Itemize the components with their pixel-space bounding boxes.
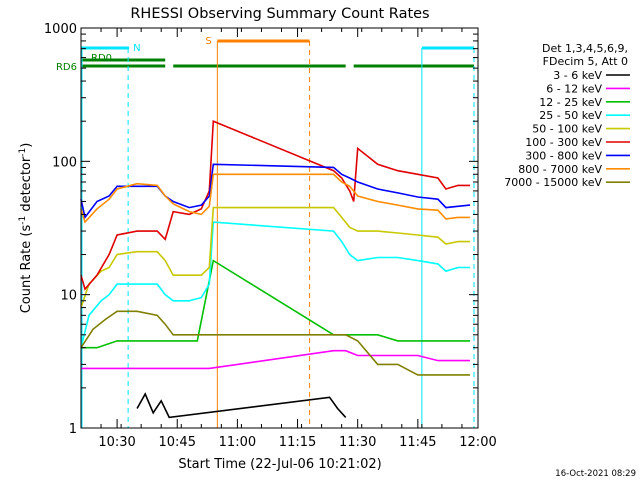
- legend-label: 50 - 100 keV: [532, 123, 602, 136]
- x-tick-label: 10:30: [98, 435, 135, 450]
- legend: Det 1,3,4,5,6,9,FDecim 5, Att 03 - 6 keV…: [504, 42, 630, 189]
- x-tick-label: 11:30: [339, 435, 376, 450]
- series-line-3: [80, 221, 470, 348]
- legend-header: Det 1,3,4,5,6,9,: [542, 42, 628, 55]
- series-line-7: [80, 173, 470, 224]
- chart-title: RHESSI Observing Summary Count Rates: [130, 6, 429, 22]
- legend-label: 25 - 50 keV: [539, 109, 602, 122]
- y-tick-label: 10: [60, 289, 77, 304]
- legend-label: 800 - 7000 keV: [518, 163, 602, 176]
- legend-label: 7000 - 15000 keV: [504, 176, 602, 189]
- series-line-5: [80, 120, 470, 291]
- flag-n-label: N: [133, 43, 140, 54]
- flag-rd0-label: RD0: [91, 53, 112, 64]
- series-line-1: [81, 349, 470, 370]
- series-line-2: [81, 259, 470, 349]
- flag-s-label: S: [205, 36, 211, 47]
- tick-layer: 10:30 10:45 11:00 11:15 11:30 11:45 12:00 1 10 10…: [44, 22, 497, 450]
- x-tick-label: 10:45: [159, 435, 196, 450]
- y-tick-label: 1000: [44, 22, 77, 37]
- series-line-8: [80, 310, 470, 376]
- y-tick-label: 1: [69, 422, 77, 437]
- legend-header: FDecim 5, Att 0: [543, 55, 628, 68]
- flag-rd6-label: RD6: [56, 62, 77, 73]
- y-axis-label: Count Rate (s-1 detector-1): [18, 143, 34, 314]
- series-layer: [80, 120, 471, 419]
- series-line-4: [80, 206, 470, 308]
- x-tick-label: 11:45: [399, 435, 436, 450]
- x-axis-label: Start Time (22-Jul-06 10:21:02): [178, 457, 381, 472]
- y-tick-label: 100: [52, 155, 77, 170]
- legend-label: 6 - 12 keV: [546, 82, 602, 95]
- legend-label: 300 - 800 keV: [525, 149, 602, 162]
- legend-label: 12 - 25 keV: [539, 96, 602, 109]
- flag-layer: N S RD0 RD6: [56, 36, 474, 73]
- legend-label: 3 - 6 keV: [553, 69, 602, 82]
- series-line-0: [136, 392, 347, 419]
- x-tick-label: 11:00: [219, 435, 256, 450]
- series-line-6: [80, 163, 471, 220]
- legend-label: 100 - 300 keV: [525, 136, 602, 149]
- x-tick-label: 12:00: [459, 435, 496, 450]
- timestamp: 16-Oct-2021 08:29: [555, 469, 636, 479]
- plot-frame: [80, 27, 479, 429]
- x-tick-label: 11:15: [279, 435, 316, 450]
